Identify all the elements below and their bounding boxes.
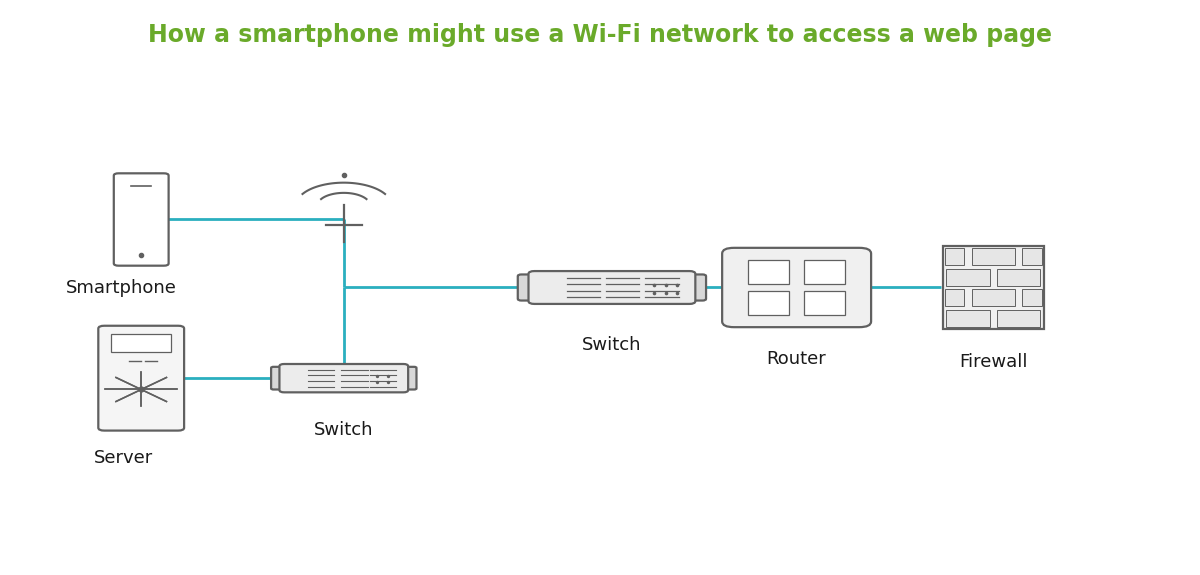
Text: How a smartphone might use a Wi-Fi network to access a web page: How a smartphone might use a Wi-Fi netwo… bbox=[148, 24, 1052, 47]
Bar bbox=[749, 291, 790, 315]
FancyBboxPatch shape bbox=[114, 173, 169, 266]
Bar bbox=[972, 289, 1015, 306]
FancyBboxPatch shape bbox=[280, 364, 408, 392]
Text: Router: Router bbox=[767, 350, 827, 368]
Bar bbox=[946, 310, 990, 327]
Bar bbox=[944, 289, 965, 306]
Text: Smartphone: Smartphone bbox=[66, 279, 176, 297]
Bar bbox=[804, 260, 845, 284]
Bar bbox=[972, 248, 1015, 265]
Text: Server: Server bbox=[94, 449, 152, 467]
Bar bbox=[944, 248, 965, 265]
FancyBboxPatch shape bbox=[685, 274, 706, 301]
Bar bbox=[997, 269, 1040, 286]
Bar bbox=[943, 247, 1044, 328]
Text: Firewall: Firewall bbox=[959, 352, 1027, 371]
FancyBboxPatch shape bbox=[722, 248, 871, 327]
Bar bbox=[997, 310, 1040, 327]
FancyBboxPatch shape bbox=[528, 271, 695, 304]
Bar bbox=[1022, 248, 1042, 265]
Text: Switch: Switch bbox=[314, 421, 373, 439]
FancyBboxPatch shape bbox=[517, 274, 538, 301]
Bar bbox=[1022, 289, 1042, 306]
Bar bbox=[749, 260, 790, 284]
Bar bbox=[112, 334, 172, 352]
Text: Switch: Switch bbox=[582, 336, 642, 354]
FancyBboxPatch shape bbox=[401, 367, 416, 389]
Bar bbox=[946, 269, 990, 286]
Bar bbox=[804, 291, 845, 315]
FancyBboxPatch shape bbox=[98, 326, 184, 431]
FancyBboxPatch shape bbox=[271, 367, 287, 389]
